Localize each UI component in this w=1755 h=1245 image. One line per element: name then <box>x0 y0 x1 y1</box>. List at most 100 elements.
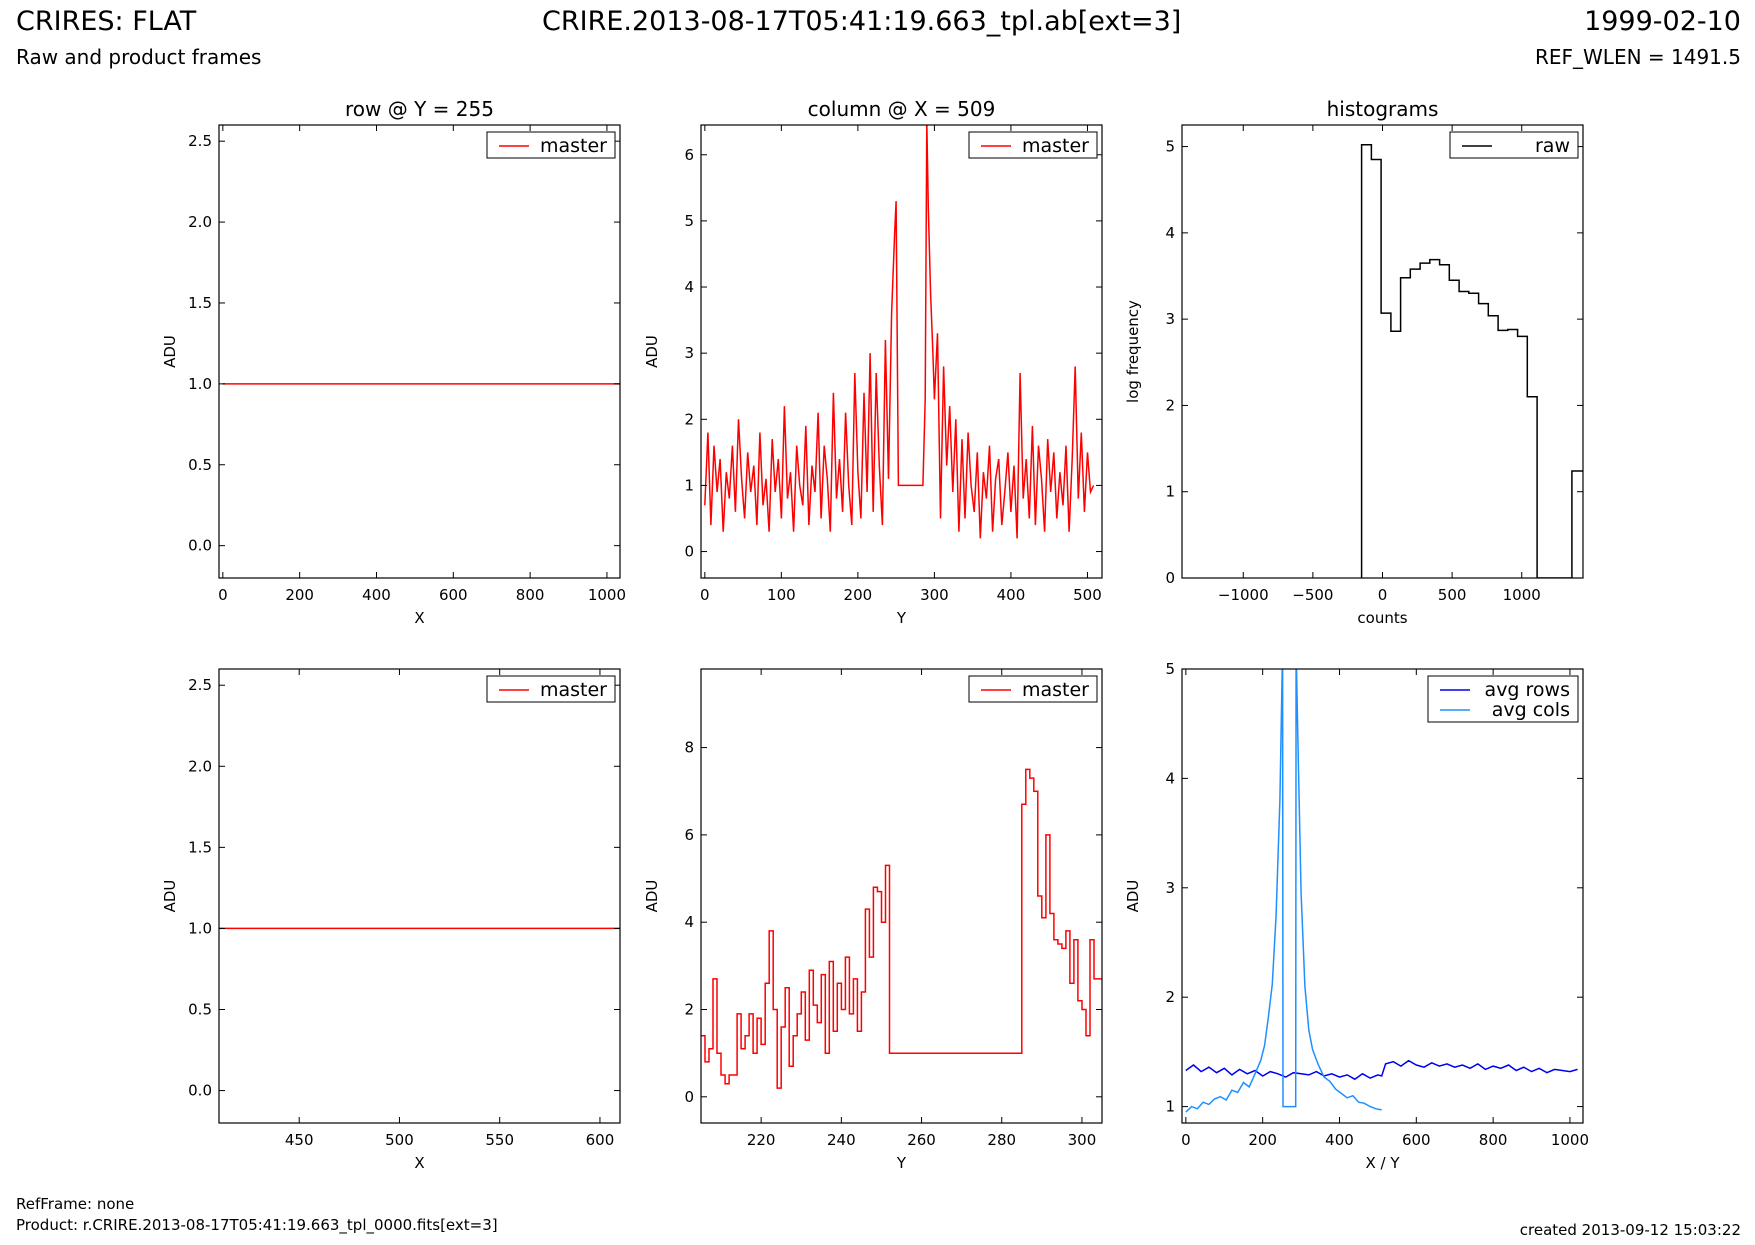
x-tick-label: 1000 <box>588 586 626 604</box>
product-label: Product: r.CRIRE.2013-08-17T05:41:19.663… <box>16 1216 498 1234</box>
refframe-label: RefFrame: none <box>16 1195 135 1213</box>
x-tick-label: 600 <box>586 1131 615 1149</box>
date-label: 1999-02-10 <box>1584 6 1741 37</box>
legend-label: master <box>1022 679 1089 701</box>
y-tick-label: 2 <box>1165 396 1175 414</box>
y-axis-label: ADU <box>161 880 179 913</box>
y-tick-label: 3 <box>1165 310 1175 328</box>
legend-label: master <box>540 679 607 701</box>
x-tick-label: 240 <box>827 1131 856 1149</box>
y-axis-label: log frequency <box>1124 300 1142 403</box>
x-tick-label: 600 <box>439 586 468 604</box>
x-tick-label: 0 <box>700 586 710 604</box>
legend: master <box>486 675 616 703</box>
page-title: CRIRES: FLAT <box>16 6 197 37</box>
legend: master <box>486 131 616 159</box>
x-axis-label: X <box>414 609 424 627</box>
x-tick-label: 200 <box>285 586 314 604</box>
chart-panel-1: 0 200 400 600 800 1000 0.0 0.5 1.0 1.5 2.0 2.5 row @… <box>161 97 626 627</box>
x-tick-label: 550 <box>485 1131 514 1149</box>
y-tick-label: 1.5 <box>188 294 212 312</box>
y-tick-label: 0 <box>684 543 694 561</box>
y-axis-label: ADU <box>643 880 661 913</box>
y-tick-label: 1 <box>684 476 694 494</box>
x-axis-label: counts <box>1357 609 1407 627</box>
y-tick-label: 4 <box>1165 224 1175 242</box>
y-tick-label: 5 <box>1165 660 1175 678</box>
x-tick-label: 400 <box>1325 1131 1354 1149</box>
y-tick-label: 1 <box>1165 1098 1175 1116</box>
y-tick-label: 2.0 <box>188 757 212 775</box>
series-line-avg-cols <box>1185 669 1382 1113</box>
y-tick-label: 1.0 <box>188 375 212 393</box>
legend: raw <box>1449 131 1579 159</box>
y-tick-label: 0 <box>1165 569 1175 587</box>
y-tick-label: 0.0 <box>188 537 212 555</box>
plot-frame <box>218 124 621 579</box>
y-tick-label: 0 <box>684 1088 694 1106</box>
y-axis-label: ADU <box>1124 880 1142 913</box>
y-tick-label: 2 <box>1165 988 1175 1006</box>
x-axis-label: X / Y <box>1365 1154 1400 1172</box>
x-tick-label: 220 <box>747 1131 776 1149</box>
y-tick-label: 3 <box>1165 879 1175 897</box>
series-line-avg-rows <box>1185 1059 1578 1081</box>
legend-label: master <box>540 135 607 157</box>
legend-label: raw <box>1535 135 1570 157</box>
chart-title: column @ X = 509 <box>808 97 996 121</box>
legend-label: master <box>1022 135 1089 157</box>
x-tick-label: 450 <box>285 1131 314 1149</box>
x-tick-label: 0 <box>218 586 228 604</box>
chart-panel-6: 0 200 400 600 800 1000 1 2 3 4 5 X / Y ADU avg rowsav… <box>1124 660 1589 1172</box>
plot-frame <box>1181 668 1584 1124</box>
x-tick-label: 400 <box>997 586 1026 604</box>
y-tick-label: 1.0 <box>188 919 212 937</box>
y-tick-label: 0.0 <box>188 1082 212 1100</box>
y-tick-label: 2.5 <box>188 676 212 694</box>
created-label: created 2013-09-12 15:03:22 <box>1519 1221 1741 1239</box>
x-axis-label: Y <box>896 1154 907 1172</box>
x-tick-label: 500 <box>1073 586 1102 604</box>
series-line-master <box>704 125 1095 539</box>
series-line-master <box>701 768 1102 1089</box>
y-axis-label: ADU <box>161 335 179 368</box>
plot-frame <box>700 124 1103 579</box>
chart-title: histograms <box>1327 97 1439 121</box>
series-line-raw <box>1360 144 1583 578</box>
x-tick-label: 400 <box>362 586 391 604</box>
legend: master <box>968 675 1098 703</box>
file-name: CRIRE.2013-08-17T05:41:19.663_tpl.ab[ext… <box>542 6 1182 37</box>
y-tick-label: 5 <box>1165 138 1175 156</box>
ref-wlen-label: REF_WLEN = 1491.5 <box>1534 45 1741 69</box>
x-tick-label: 100 <box>767 586 796 604</box>
x-tick-label: −500 <box>1292 586 1333 604</box>
x-tick-label: 0 <box>1181 1131 1191 1149</box>
y-tick-label: 6 <box>684 146 694 164</box>
chart-panel-5: 220 240 260 280 300 0 2 4 6 8 Y ADU master <box>643 668 1103 1172</box>
y-tick-label: 1.5 <box>188 838 212 856</box>
y-tick-label: 4 <box>1165 769 1175 787</box>
y-tick-label: 2.0 <box>188 213 212 231</box>
plot-frame <box>218 668 621 1124</box>
x-axis-label: Y <box>896 609 907 627</box>
x-tick-label: 800 <box>1479 1131 1508 1149</box>
x-tick-label: 280 <box>987 1131 1016 1149</box>
y-tick-label: 2.5 <box>188 132 212 150</box>
legend: master <box>968 131 1098 159</box>
plot-frame <box>700 668 1103 1124</box>
y-tick-label: 4 <box>684 913 694 931</box>
x-axis-label: X <box>414 1154 424 1172</box>
legend-label: avg rows <box>1485 679 1570 701</box>
chart-panel-3: −1000 −500 0 500 1000 0 1 2 3 4 5 histograms counts l… <box>1124 97 1584 627</box>
x-tick-label: 500 <box>385 1131 414 1149</box>
x-tick-label: 800 <box>516 586 545 604</box>
x-tick-label: −1000 <box>1218 586 1269 604</box>
x-tick-label: 0 <box>1378 586 1388 604</box>
y-tick-label: 3 <box>684 344 694 362</box>
y-axis-label: ADU <box>643 335 661 368</box>
y-tick-label: 1 <box>1165 483 1175 501</box>
x-tick-label: 500 <box>1438 586 1467 604</box>
y-tick-label: 6 <box>684 826 694 844</box>
x-tick-label: 600 <box>1402 1131 1431 1149</box>
